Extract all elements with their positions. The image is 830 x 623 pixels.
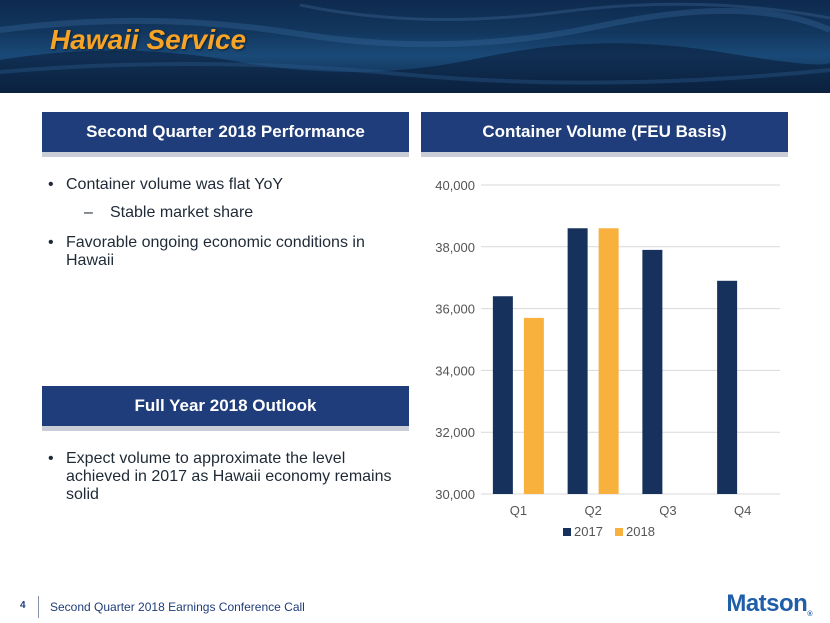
performance-bullets: • Container volume was flat YoY – Stable… [42,176,409,280]
sub-list-item: – Stable market share [70,204,409,222]
list-item: • Expect volume to approximate the level… [42,450,409,504]
footer-text: Second Quarter 2018 Earnings Conference … [50,600,305,614]
list-item: • Favorable ongoing economic conditions … [42,234,409,270]
x-tick-label: Q3 [659,503,676,518]
legend-label-2017: 2017 [574,524,603,539]
bar-2017-Q1 [492,296,513,494]
bar-2017-Q4 [717,280,738,494]
container-volume-chart: 30,000 32,000 34,000 36,000 38,000 40,000 Q1 Q2… [420,168,830,560]
y-tick-label: 38,000 [435,240,475,255]
registered-mark: ® [807,611,812,618]
bullet-dot-icon: • [48,450,54,467]
x-tick-label: Q2 [584,503,601,518]
bullet-dot-icon: • [48,176,54,193]
footer-divider [38,596,39,618]
logo-text: Matson [726,590,808,617]
bar-2017-Q3 [642,249,663,494]
outlook-heading: Full Year 2018 Outlook [42,386,409,431]
bullet-dot-icon: • [48,234,54,251]
x-tick-label: Q1 [510,503,527,518]
outlook-bullets: • Expect volume to approximate the level… [42,450,409,514]
page-number: 4 [20,600,26,611]
page-title: Hawaii Service [50,24,247,55]
legend-swatch-2018 [615,528,623,536]
chart-svg: 30,000 32,000 34,000 36,000 38,000 40,000 Q1 Q2… [435,178,780,539]
bar-2018-Q1 [523,317,544,494]
bullet-text: Favorable ongoing economic conditions in… [66,234,365,269]
bar-2017-Q2 [567,228,588,494]
legend-swatch-2017 [563,528,571,536]
performance-heading: Second Quarter 2018 Performance [42,112,409,157]
x-tick-label: Q4 [734,503,751,518]
bullet-text: Container volume was flat YoY [66,176,284,193]
sub-bullet-text: Stable market share [110,204,254,221]
list-item: • Container volume was flat YoY [42,176,409,194]
dash-icon: – [84,204,93,221]
legend-label-2018: 2018 [626,524,655,539]
ocean-wave-background [0,2,830,93]
y-tick-label: 40,000 [435,178,475,193]
y-tick-label: 36,000 [435,302,475,317]
bullet-text: Expect volume to approximate the level a… [66,450,392,503]
header-banner: Hawaii Service [0,0,830,93]
y-tick-label: 34,000 [435,363,475,378]
bar-2018-Q2 [598,228,619,494]
chart-heading: Container Volume (FEU Basis) [421,112,788,157]
matson-logo: Matson® [726,590,812,618]
y-tick-label: 30,000 [435,487,475,502]
y-tick-label: 32,000 [435,425,475,440]
